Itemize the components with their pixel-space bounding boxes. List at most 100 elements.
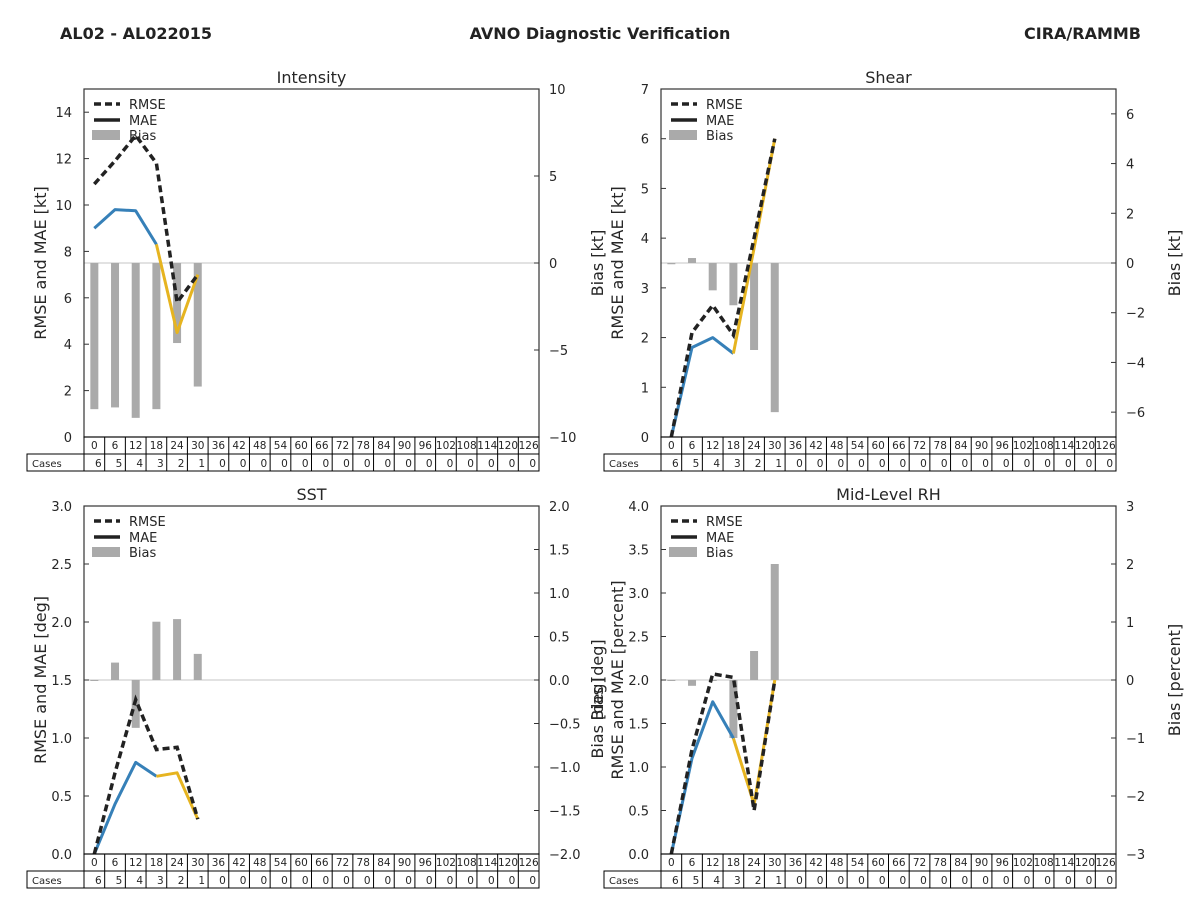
lead-time-label: 60: [871, 857, 884, 869]
y-tick-label: 0.5: [628, 805, 649, 820]
lead-time-label: 12: [706, 440, 719, 452]
y2-tick-label: 2: [1126, 207, 1134, 222]
case-count: 0: [447, 875, 454, 887]
lead-time-label: 78: [357, 857, 370, 869]
y-tick-label: 2.0: [51, 616, 72, 631]
chart-title: SST: [296, 485, 326, 504]
case-count: 0: [385, 875, 392, 887]
y-tick-label: 1.5: [628, 718, 649, 733]
lead-time-label: 24: [170, 857, 184, 869]
lead-time-label: 90: [975, 857, 988, 869]
case-count: 2: [178, 875, 185, 887]
lead-time-label: 6: [112, 440, 119, 452]
case-count: 6: [672, 458, 679, 470]
y2-tick-label: 0.5: [549, 631, 570, 646]
y2-axis-label: Bias [deg]: [588, 639, 607, 720]
y-tick-label: 1: [641, 381, 649, 396]
lead-time-label: 90: [975, 440, 988, 452]
case-count: 0: [343, 458, 350, 470]
y2-tick-label: 0: [549, 257, 557, 272]
lead-time-label: 78: [357, 440, 370, 452]
lead-time-label: 120: [1075, 857, 1095, 869]
case-count: 0: [1065, 458, 1072, 470]
y-tick-label: 4: [641, 232, 649, 247]
case-count: 0: [858, 458, 865, 470]
bias-bar: [111, 662, 120, 680]
mae-line: [92, 760, 158, 855]
case-count: 0: [920, 875, 927, 887]
y-tick-label: 0: [641, 431, 649, 446]
cases-row: [603, 453, 1117, 472]
case-count: 0: [817, 875, 824, 887]
bias-bar: [770, 263, 779, 413]
case-count: 0: [509, 458, 516, 470]
bias-bar: [152, 263, 161, 410]
legend-bias-swatch: [669, 130, 697, 140]
y-tick-label: 2.5: [51, 558, 72, 573]
y-tick-label: 3.0: [628, 587, 649, 602]
y2-tick-label: −1: [1126, 732, 1145, 747]
lead-time-label: 120: [1075, 440, 1095, 452]
case-count: 0: [302, 458, 309, 470]
y-tick-label: 8: [64, 245, 72, 260]
case-count: 0: [405, 458, 412, 470]
y-tick-label: 2: [641, 332, 649, 347]
case-count: 0: [281, 875, 288, 887]
lead-time-label: 54: [851, 440, 865, 452]
bias-bar: [173, 263, 182, 344]
lead-time-label: 108: [1034, 857, 1054, 869]
case-count: 0: [364, 875, 371, 887]
lead-time-label: 96: [996, 440, 1010, 452]
case-count: 5: [116, 875, 123, 887]
lead-time-label: 30: [768, 440, 781, 452]
case-count: 0: [1106, 875, 1113, 887]
case-count: 0: [219, 875, 226, 887]
cases-row: [26, 453, 540, 472]
case-count: 0: [281, 458, 288, 470]
case-count: 0: [385, 458, 392, 470]
bias-bar: [193, 653, 202, 680]
case-count: 0: [322, 458, 329, 470]
mae-line-late: [154, 244, 200, 335]
lead-time-label: 84: [954, 857, 968, 869]
case-count: 2: [755, 458, 762, 470]
case-count: 0: [962, 458, 969, 470]
case-count: 4: [713, 458, 720, 470]
y-tick-label: 0.0: [51, 848, 72, 863]
lead-time-label: 78: [934, 440, 947, 452]
y-tick-label: 1.0: [628, 761, 649, 776]
y2-axis-label: Bias [percent]: [1165, 624, 1184, 736]
case-count: 4: [136, 875, 143, 887]
lead-time-label: 72: [336, 857, 349, 869]
legend-rmse-label: RMSE: [129, 98, 166, 113]
y-tick-label: 1.5: [51, 674, 72, 689]
legend-bias-swatch: [92, 130, 120, 140]
y2-tick-label: 10: [549, 83, 566, 98]
lead-time-label: 114: [1054, 440, 1074, 452]
y2-tick-label: 0: [1126, 674, 1134, 689]
header-storm-id: AL02 - AL022015: [60, 24, 212, 43]
lead-time-label: 96: [996, 857, 1010, 869]
lead-time-label: 108: [457, 857, 477, 869]
case-count: 0: [941, 875, 948, 887]
case-count: 0: [982, 458, 989, 470]
lead-time-label: 0: [668, 440, 675, 452]
y2-tick-label: 1: [1126, 616, 1134, 631]
y-axis-label: RMSE and MAE [kt]: [608, 186, 627, 339]
lead-time-label: 84: [954, 440, 968, 452]
legend-bias-label: Bias: [129, 129, 156, 144]
lead-time-label: 102: [436, 857, 456, 869]
legend-rmse-label: RMSE: [129, 515, 166, 530]
lead-time-label: 0: [91, 857, 98, 869]
lead-time-label: 108: [1034, 440, 1054, 452]
case-count: 0: [879, 875, 886, 887]
lead-time-label: 36: [789, 440, 803, 452]
lead-time-label: 66: [892, 440, 906, 452]
case-count: 0: [260, 875, 267, 887]
lead-time-label: 36: [212, 857, 226, 869]
legend-mae-label: MAE: [129, 531, 157, 546]
case-count: 0: [364, 458, 371, 470]
